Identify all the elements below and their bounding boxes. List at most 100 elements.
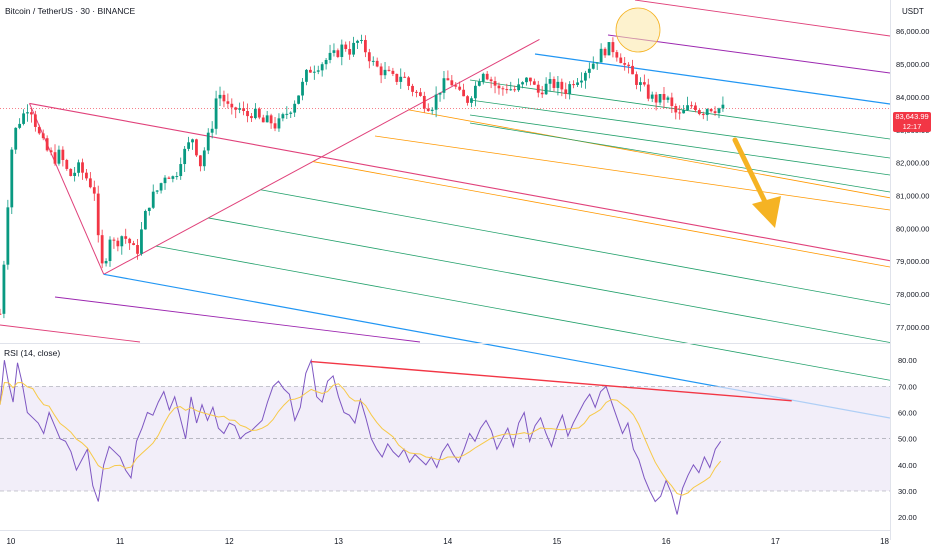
candle-body [195, 139, 198, 156]
candle-body [438, 92, 442, 95]
pitchfork-level-line [408, 109, 891, 199]
candle-body [411, 85, 414, 92]
candle-body [360, 39, 363, 41]
price-tick-label: 79,000.00 [896, 257, 929, 266]
candle-body [140, 229, 143, 254]
candle-body [69, 168, 73, 177]
candle-body [30, 112, 33, 115]
price-tick-label: 80,000.00 [896, 224, 929, 233]
candle-body [383, 69, 387, 76]
pitchfork-level-line [155, 245, 891, 381]
candle-body [556, 81, 560, 88]
price-tick-label: 84,000.00 [896, 93, 929, 102]
candle-body [678, 112, 682, 114]
candle-body [477, 81, 481, 86]
candle-body [246, 111, 249, 117]
candle-body [328, 52, 332, 60]
candle-body [658, 94, 662, 103]
candle-body [650, 94, 654, 99]
pane-separator [0, 343, 890, 344]
candle-body [340, 44, 344, 57]
channel-line [534, 53, 891, 105]
candle-body [442, 78, 446, 93]
candle-body [627, 64, 631, 66]
candle-body [576, 82, 579, 85]
candle-body [316, 70, 320, 72]
candle-body [666, 97, 670, 100]
candle-body [10, 149, 14, 208]
candle-body [49, 150, 53, 153]
price-axis-border [890, 0, 891, 540]
candle-body [375, 60, 379, 67]
candle-body [717, 108, 721, 114]
candle-body [312, 71, 316, 73]
channel-line [634, 0, 891, 37]
candle-body [151, 191, 155, 208]
last-price-value: 83,643.99 [895, 112, 929, 121]
candle-body [690, 105, 693, 107]
candle-body [250, 116, 253, 119]
candle-body [493, 81, 497, 86]
candle-body [529, 77, 532, 82]
candle-body [206, 132, 210, 151]
candle-body [395, 73, 399, 82]
candle-body [674, 106, 678, 113]
candle-body [257, 108, 261, 118]
candle-body [155, 190, 159, 192]
candle-body [619, 57, 623, 64]
candle-body [116, 240, 120, 247]
candle-body [332, 50, 336, 53]
rsi-pane[interactable] [0, 358, 890, 515]
rsi-line [0, 358, 722, 515]
candle-body [446, 78, 450, 81]
price-pane[interactable] [0, 0, 891, 419]
candle-body [320, 64, 324, 71]
candle-body [363, 39, 367, 53]
candle-body [580, 80, 583, 83]
candle-body [285, 113, 289, 115]
candle-body [497, 85, 501, 89]
candle-body [305, 69, 308, 82]
candle-body [603, 48, 607, 56]
candle-body [564, 89, 568, 95]
candle-body [697, 110, 701, 115]
candle-body [2, 264, 6, 314]
candle-body [73, 172, 77, 177]
candle-body [705, 109, 709, 115]
candle-body [187, 142, 190, 149]
pitchfork-level-line [208, 217, 891, 343]
channel-line [469, 114, 891, 176]
candle-body [407, 77, 411, 86]
time-tick-label: 15 [552, 537, 561, 546]
candle-body [639, 82, 642, 85]
time-tick-label: 12 [225, 537, 234, 546]
candle-body [108, 239, 112, 262]
time-axis-border [0, 530, 890, 531]
candle-body [599, 48, 603, 63]
time-tick-label: 11 [116, 537, 125, 546]
candle-body [289, 112, 293, 114]
candle-body [568, 84, 572, 95]
candle-body [367, 52, 371, 62]
candle-body [682, 110, 686, 114]
candle-body [462, 89, 466, 97]
time-tick-label: 13 [334, 537, 343, 546]
candle-body [391, 70, 395, 74]
candle-body [191, 139, 194, 143]
candle-body [253, 108, 257, 119]
candle-body [654, 94, 658, 103]
candle-body [548, 79, 552, 84]
candle-body [646, 84, 650, 99]
candle-body [501, 88, 505, 90]
candle-body [112, 239, 116, 241]
price-tick-label: 86,000.00 [896, 27, 929, 36]
candle-body [544, 83, 548, 95]
price-tick-label: 77,000.00 [896, 323, 929, 332]
candle-body [37, 126, 41, 134]
highlight-circle [615, 7, 661, 53]
currency-label: USDT [902, 7, 924, 16]
candle-body [454, 85, 458, 87]
pitchfork-level-line [312, 161, 891, 268]
candle-body [513, 89, 517, 91]
